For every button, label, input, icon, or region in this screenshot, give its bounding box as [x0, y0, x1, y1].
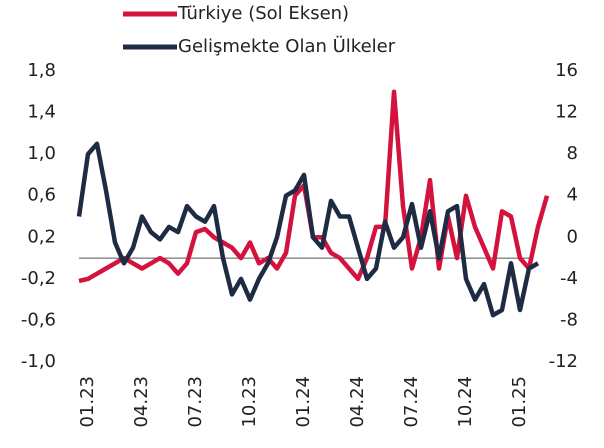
y-tick-label: 0,2 [27, 226, 56, 247]
y-tick-label: 1,4 [27, 102, 56, 123]
x-tick-label: 04.23 [131, 376, 152, 428]
series-line [78, 89, 550, 284]
y-tick-label: -0,6 [21, 309, 56, 330]
y2-tick-label: 16 [555, 60, 578, 81]
x-tick-label: 10.24 [455, 376, 476, 428]
y2-tick-label: 4 [567, 185, 578, 206]
x-tick-label: 04.24 [347, 376, 368, 428]
y2-tick-label: -12 [549, 351, 578, 372]
y-tick-label: 0,6 [27, 185, 56, 206]
y-tick-label: 1,8 [27, 60, 56, 81]
y-tick-label: -1,0 [21, 351, 56, 372]
y-tick-label: 1,0 [27, 143, 56, 164]
y2-tick-label: -8 [560, 309, 578, 330]
legend-label: Gelişmekte Olan Ülkeler [178, 35, 396, 57]
x-tick-label: 01.25 [509, 376, 530, 428]
y-tick-label: -0,2 [21, 268, 56, 289]
y2-tick-label: 0 [567, 226, 578, 247]
x-tick-label: 07.23 [185, 376, 206, 428]
x-tick-label: 01.23 [77, 376, 98, 428]
y2-tick-label: -4 [560, 268, 578, 289]
x-tick-label: 07.24 [401, 376, 422, 428]
series-line [76, 141, 540, 318]
x-tick-label: 10.23 [239, 376, 260, 428]
legend-label: Türkiye (Sol Eksen) [177, 3, 349, 24]
y2-tick-label: 12 [555, 102, 578, 123]
y2-tick-label: 8 [567, 143, 578, 164]
x-tick-label: 01.24 [293, 376, 314, 428]
